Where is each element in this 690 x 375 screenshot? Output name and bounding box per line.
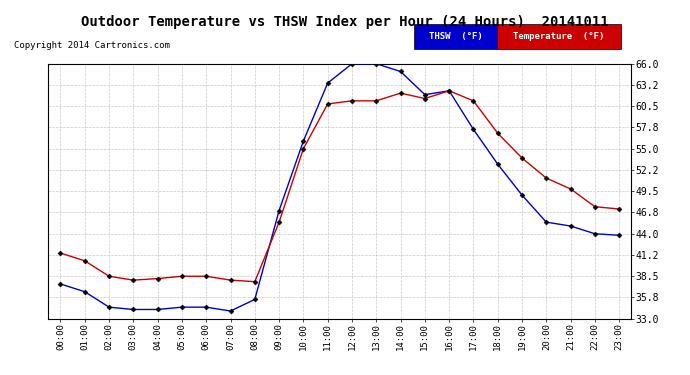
- Text: Copyright 2014 Cartronics.com: Copyright 2014 Cartronics.com: [14, 41, 170, 50]
- Text: THSW  (°F): THSW (°F): [428, 32, 482, 41]
- Text: Temperature  (°F): Temperature (°F): [513, 32, 604, 41]
- Text: Outdoor Temperature vs THSW Index per Hour (24 Hours)  20141011: Outdoor Temperature vs THSW Index per Ho…: [81, 15, 609, 29]
